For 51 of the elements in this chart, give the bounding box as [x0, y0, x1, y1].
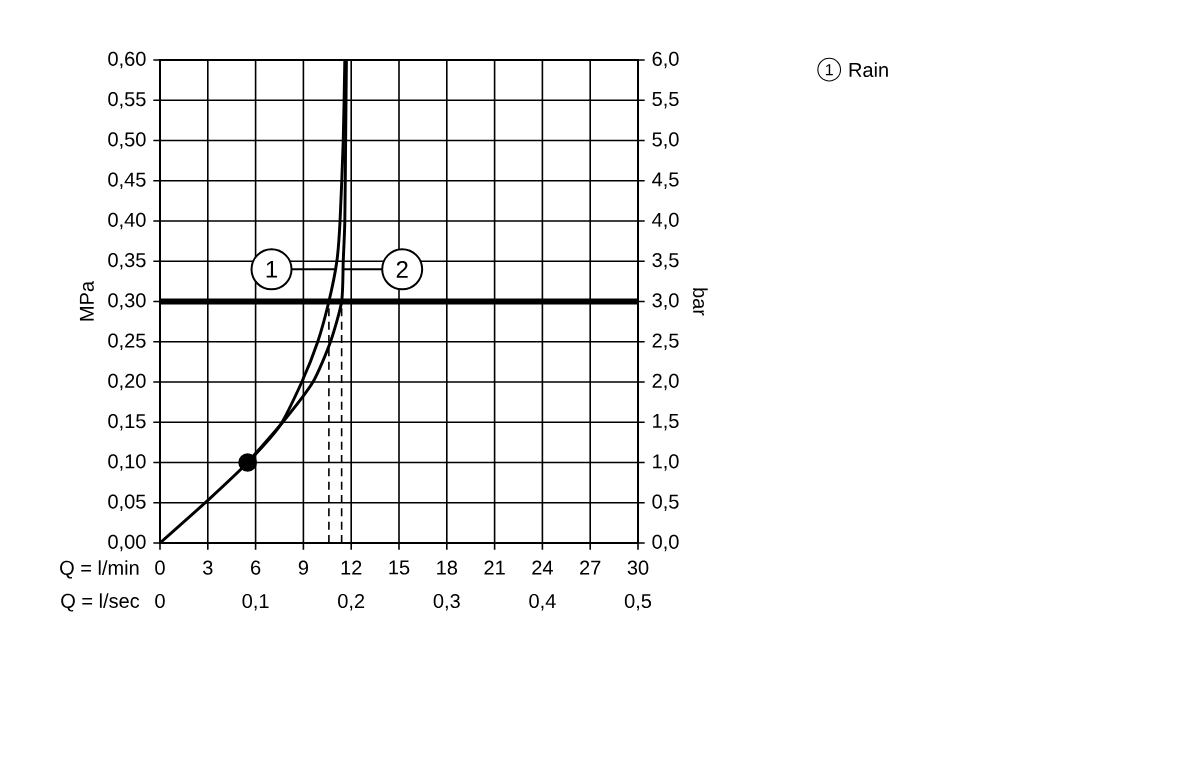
y-axis-title: MPa [79, 280, 94, 321]
x2-tick-label: 0,1 [242, 593, 269, 611]
x-tick-label: 30 [627, 560, 649, 575]
y2-tick-label: 6,0 [652, 51, 679, 69]
y-tick-label: 0,60 [108, 51, 146, 69]
x-tick-label: 21 [484, 560, 505, 575]
x-tick-label: 3 [202, 560, 213, 575]
x-tick-label: 12 [341, 560, 362, 575]
x2-tick-label: 0 [155, 593, 165, 609]
y2-tick-label: 4,5 [652, 172, 679, 189]
y2-tick-label: 5,5 [652, 92, 679, 109]
x-tick-label: 27 [580, 560, 601, 575]
x2-tick-label: 0,2 [338, 593, 365, 611]
x-tick-label: 15 [389, 560, 410, 575]
x2-tick-label: 0,3 [433, 593, 460, 611]
y-tick-label: 0,15 [108, 413, 146, 431]
y2-tick-label: 5,0 [652, 132, 679, 149]
legend-label: Rain [849, 62, 888, 77]
text: 1 [825, 64, 833, 76]
y-tick-label: 0,45 [108, 172, 146, 190]
y-tick-label: 0,10 [108, 454, 146, 471]
y2-tick-label: 3,5 [652, 252, 679, 270]
y2-tick-label: 2,5 [652, 333, 679, 350]
y2-tick-label: 0,0 [652, 534, 679, 552]
y2-tick-label: 2,0 [652, 373, 679, 391]
y-tick-label: 0,00 [108, 534, 146, 552]
y-tick-label: 0,55 [108, 91, 146, 109]
x2-axis-title: Q = l/sec [61, 593, 140, 612]
x2-tick-label: 0,4 [529, 593, 556, 611]
y-tick-label: 0,20 [108, 373, 146, 391]
y-tick-label: 0,05 [108, 494, 146, 511]
y-tick-label: 0,30 [108, 293, 146, 310]
y-tick-label: 0,50 [108, 132, 146, 149]
y2-tick-label: 3,0 [652, 293, 679, 310]
x-tick-label: 24 [532, 560, 553, 575]
y-tick-label: 0,35 [108, 252, 146, 270]
x-tick-label: 9 [298, 560, 308, 575]
annotation: 2 [396, 260, 408, 278]
y2-tick-label: 1,0 [653, 454, 679, 471]
y-tick-label: 0,25 [108, 333, 146, 350]
y2-tick-label: 4,0 [652, 212, 679, 230]
x-tick-label: 0 [155, 560, 165, 575]
x-tick-label: 6 [251, 560, 261, 575]
x-axis-title: Q = l/min [60, 560, 139, 579]
x-tick-label: 18 [437, 560, 458, 575]
y2-tick-label: 1,5 [653, 414, 679, 431]
annotation: 1 [266, 261, 278, 278]
y-tick-label: 0,40 [108, 212, 146, 230]
x2-tick-label: 0,5 [624, 593, 652, 611]
y2-axis-title: bar [693, 288, 708, 316]
y2-tick-label: 0,5 [652, 494, 679, 511]
